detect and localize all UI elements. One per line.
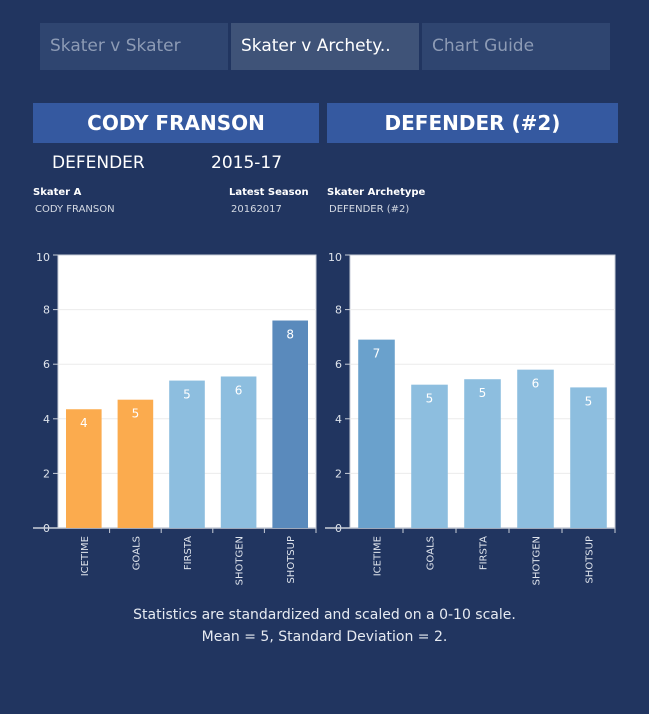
data-label: 6 <box>532 377 540 391</box>
data-label: 5 <box>479 386 487 400</box>
y-tick-label: 4 <box>335 413 342 426</box>
data-label: 5 <box>183 388 191 402</box>
bar-icetime <box>65 409 102 528</box>
skater-filter-value[interactable]: CODY FRANSON <box>35 204 115 215</box>
x-tick-label: FIRSTA <box>183 536 194 570</box>
y-tick-label: 8 <box>43 304 50 317</box>
x-tick-label: FIRSTA <box>479 536 490 570</box>
bar-icetime <box>358 339 395 528</box>
data-label: 5 <box>132 407 140 421</box>
position-text: DEFENDER <box>52 153 145 173</box>
x-tick-label: ICETIME <box>80 536 91 576</box>
tab-skater-v-archetype[interactable]: Skater v Archety.. <box>231 23 419 70</box>
data-label: 4 <box>80 416 88 430</box>
y-tick-label: 10 <box>36 251 50 264</box>
x-tick-label: SHOTGEN <box>235 536 246 585</box>
y-tick-label: 8 <box>335 304 342 317</box>
archetype-filter-label: Skater Archetype <box>327 187 426 198</box>
skater-filter-label: Skater A <box>33 187 82 198</box>
data-label: 5 <box>426 392 434 406</box>
archetype-title: DEFENDER (#2) <box>327 103 618 143</box>
bar-goals <box>117 399 154 528</box>
x-tick-label: GOALS <box>131 536 142 570</box>
season-filter-label: Latest Season <box>229 187 309 198</box>
x-tick-label: SHOTGEN <box>532 536 543 585</box>
data-label: 8 <box>286 328 294 342</box>
archetype-filter-value[interactable]: DEFENDER (#2) <box>329 204 410 215</box>
bar-shotsup <box>272 320 309 528</box>
bar-firsta <box>464 379 501 528</box>
y-tick-label: 6 <box>43 358 50 371</box>
bar-shotgen <box>220 376 257 528</box>
tab-bar: Skater v Skater Skater v Archety.. Chart… <box>40 23 610 70</box>
data-label: 7 <box>373 347 381 361</box>
tab-skater-v-skater[interactable]: Skater v Skater <box>40 23 228 70</box>
x-tick-label: SHOTSUP <box>585 536 596 584</box>
data-label: 5 <box>585 394 593 408</box>
season-filter-value[interactable]: 20162017 <box>231 204 282 215</box>
y-tick-label: 10 <box>328 251 342 264</box>
bar-firsta <box>169 380 205 528</box>
footer-note-line1: Statistics are standardized and scaled o… <box>133 607 516 623</box>
bar-shotsup <box>570 387 607 528</box>
data-label: 6 <box>235 383 243 397</box>
tab-chart-guide[interactable]: Chart Guide <box>422 23 610 70</box>
x-tick-label: GOALS <box>426 536 437 570</box>
footer-note-line2: Mean = 5, Standard Deviation = 2. <box>201 629 448 645</box>
x-tick-label: SHOTSUP <box>286 536 297 584</box>
y-tick-label: 2 <box>43 467 50 480</box>
y-tick-label: 6 <box>335 358 342 371</box>
charts-canvas: 02468104ICETIME5GOALS5FIRSTA6SHOTGEN8SHO… <box>33 251 616 585</box>
season-range-text: 2015-17 <box>211 153 283 173</box>
skater-title: CODY FRANSON <box>33 103 319 143</box>
y-tick-label: 4 <box>43 413 50 426</box>
bar-goals <box>411 384 448 528</box>
y-tick-label: 2 <box>335 467 342 480</box>
bar-shotgen <box>517 369 554 528</box>
x-tick-label: ICETIME <box>373 536 384 576</box>
